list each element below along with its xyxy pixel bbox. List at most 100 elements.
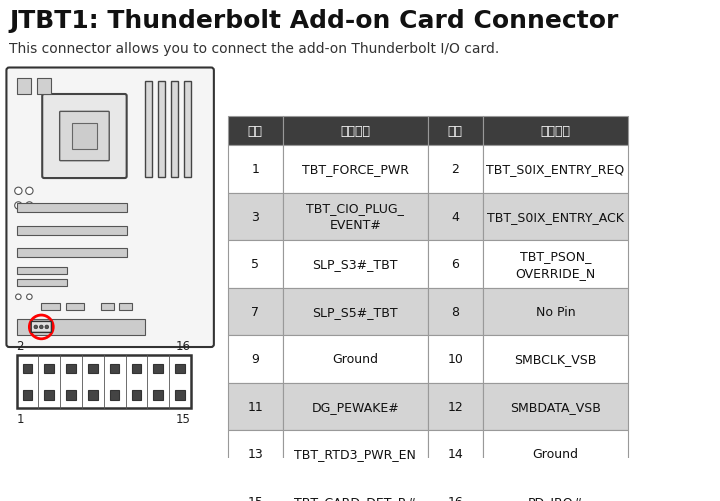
- Bar: [283, 117, 428, 146]
- FancyBboxPatch shape: [6, 68, 214, 347]
- Bar: [283, 383, 428, 430]
- Text: 6: 6: [451, 258, 459, 271]
- FancyBboxPatch shape: [31, 322, 51, 333]
- Bar: [483, 383, 628, 430]
- Bar: [17, 78, 31, 95]
- Text: 7: 7: [251, 305, 259, 318]
- Text: 4: 4: [451, 210, 459, 223]
- Circle shape: [34, 326, 37, 329]
- Bar: [153, 390, 163, 400]
- Bar: [101, 304, 114, 311]
- Bar: [132, 364, 141, 374]
- Text: 1: 1: [17, 412, 24, 425]
- Text: SMBDATA_VSB: SMBDATA_VSB: [510, 400, 600, 413]
- Bar: [132, 390, 141, 400]
- Bar: [17, 319, 145, 336]
- Text: TBT_PSON_
OVERRIDE_N: TBT_PSON_ OVERRIDE_N: [516, 249, 595, 280]
- Circle shape: [26, 188, 33, 195]
- Bar: [175, 390, 185, 400]
- Text: 2: 2: [451, 163, 459, 176]
- Text: TBT_S0IX_ENTRY_ACK: TBT_S0IX_ENTRY_ACK: [487, 210, 624, 223]
- Bar: [483, 146, 628, 193]
- Text: No Pin: No Pin: [536, 305, 575, 318]
- Text: 16: 16: [447, 495, 463, 501]
- Text: 接腳: 接腳: [448, 125, 463, 138]
- Text: Ground: Ground: [332, 353, 378, 366]
- Bar: [428, 117, 483, 146]
- Bar: [17, 226, 127, 235]
- Text: 15: 15: [247, 495, 263, 501]
- Bar: [428, 288, 483, 336]
- Bar: [22, 390, 32, 400]
- Text: 訊號名稱: 訊號名稱: [540, 125, 570, 138]
- Text: 2: 2: [17, 339, 24, 352]
- Text: PD_IRQ#: PD_IRQ#: [527, 495, 583, 501]
- Bar: [228, 288, 283, 336]
- Bar: [88, 390, 98, 400]
- Bar: [483, 336, 628, 383]
- Bar: [228, 193, 283, 240]
- Circle shape: [45, 326, 49, 329]
- Text: DG_PEWAKE#: DG_PEWAKE#: [311, 400, 399, 413]
- Circle shape: [14, 202, 22, 210]
- FancyBboxPatch shape: [17, 356, 191, 408]
- Text: This connector allows you to connect the add-on Thunderbolt I/O card.: This connector allows you to connect the…: [9, 42, 500, 56]
- Bar: [17, 203, 127, 212]
- Circle shape: [26, 202, 33, 210]
- Bar: [228, 240, 283, 288]
- Bar: [428, 240, 483, 288]
- Bar: [228, 477, 283, 501]
- Bar: [66, 364, 76, 374]
- Bar: [22, 364, 32, 374]
- Text: 13: 13: [247, 447, 263, 460]
- Bar: [483, 193, 628, 240]
- Text: 接腳: 接腳: [248, 125, 263, 138]
- Bar: [483, 117, 628, 146]
- Bar: [283, 146, 428, 193]
- Bar: [228, 146, 283, 193]
- Text: 16: 16: [176, 339, 191, 352]
- Bar: [228, 117, 283, 146]
- Text: 12: 12: [447, 400, 463, 413]
- Bar: [283, 336, 428, 383]
- Text: TBT_CARD_DET_R#: TBT_CARD_DET_R#: [294, 495, 417, 501]
- Bar: [71, 124, 97, 149]
- Bar: [428, 193, 483, 240]
- Bar: [228, 336, 283, 383]
- Text: 3: 3: [251, 210, 259, 223]
- Text: 1: 1: [251, 163, 259, 176]
- Bar: [283, 240, 428, 288]
- Bar: [283, 430, 428, 477]
- Circle shape: [14, 188, 22, 195]
- Text: SMBCLK_VSB: SMBCLK_VSB: [514, 353, 596, 366]
- Bar: [88, 364, 98, 374]
- Text: 8: 8: [451, 305, 459, 318]
- Circle shape: [27, 295, 32, 300]
- Bar: [228, 430, 283, 477]
- Bar: [66, 304, 84, 311]
- Bar: [428, 477, 483, 501]
- Bar: [428, 383, 483, 430]
- Bar: [483, 430, 628, 477]
- Text: TBT_CIO_PLUG_
EVENT#: TBT_CIO_PLUG_ EVENT#: [306, 202, 404, 232]
- Text: TBT_S0IX_ENTRY_REQ: TBT_S0IX_ENTRY_REQ: [486, 163, 624, 176]
- Bar: [158, 82, 165, 178]
- Bar: [45, 364, 54, 374]
- Text: 10: 10: [447, 353, 463, 366]
- Text: Ground: Ground: [532, 447, 578, 460]
- Bar: [283, 288, 428, 336]
- Bar: [120, 304, 132, 311]
- Bar: [41, 304, 60, 311]
- Bar: [228, 383, 283, 430]
- Bar: [17, 279, 67, 286]
- Bar: [110, 390, 120, 400]
- Text: TBT_FORCE_PWR: TBT_FORCE_PWR: [302, 163, 409, 176]
- Bar: [171, 82, 178, 178]
- FancyBboxPatch shape: [42, 95, 127, 179]
- Circle shape: [16, 295, 21, 300]
- Text: 15: 15: [176, 412, 191, 425]
- Bar: [283, 477, 428, 501]
- Bar: [184, 82, 191, 178]
- Bar: [110, 364, 120, 374]
- Text: 5: 5: [251, 258, 259, 271]
